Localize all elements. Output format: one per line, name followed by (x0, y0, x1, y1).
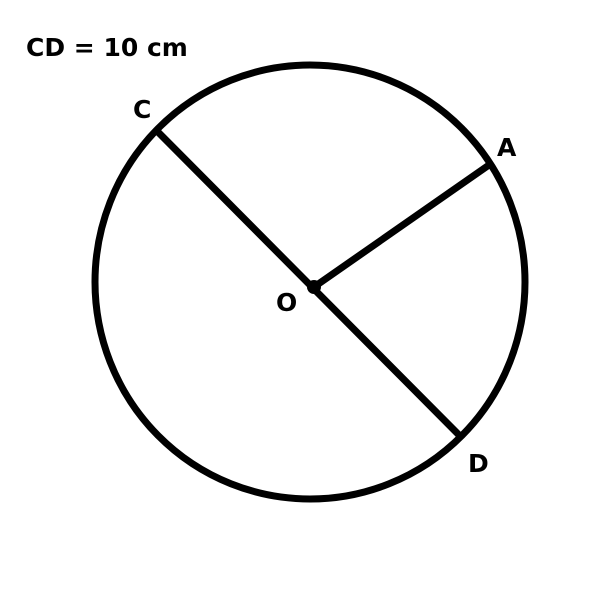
radius-oa (310, 161, 493, 291)
label-c: C (133, 95, 151, 124)
circle (91, 61, 529, 503)
label-o: O (276, 288, 297, 317)
given-measure: CD = 10 cm (26, 33, 188, 62)
label-d: D (468, 449, 489, 478)
label-a: A (497, 133, 517, 162)
center-point (307, 280, 321, 294)
